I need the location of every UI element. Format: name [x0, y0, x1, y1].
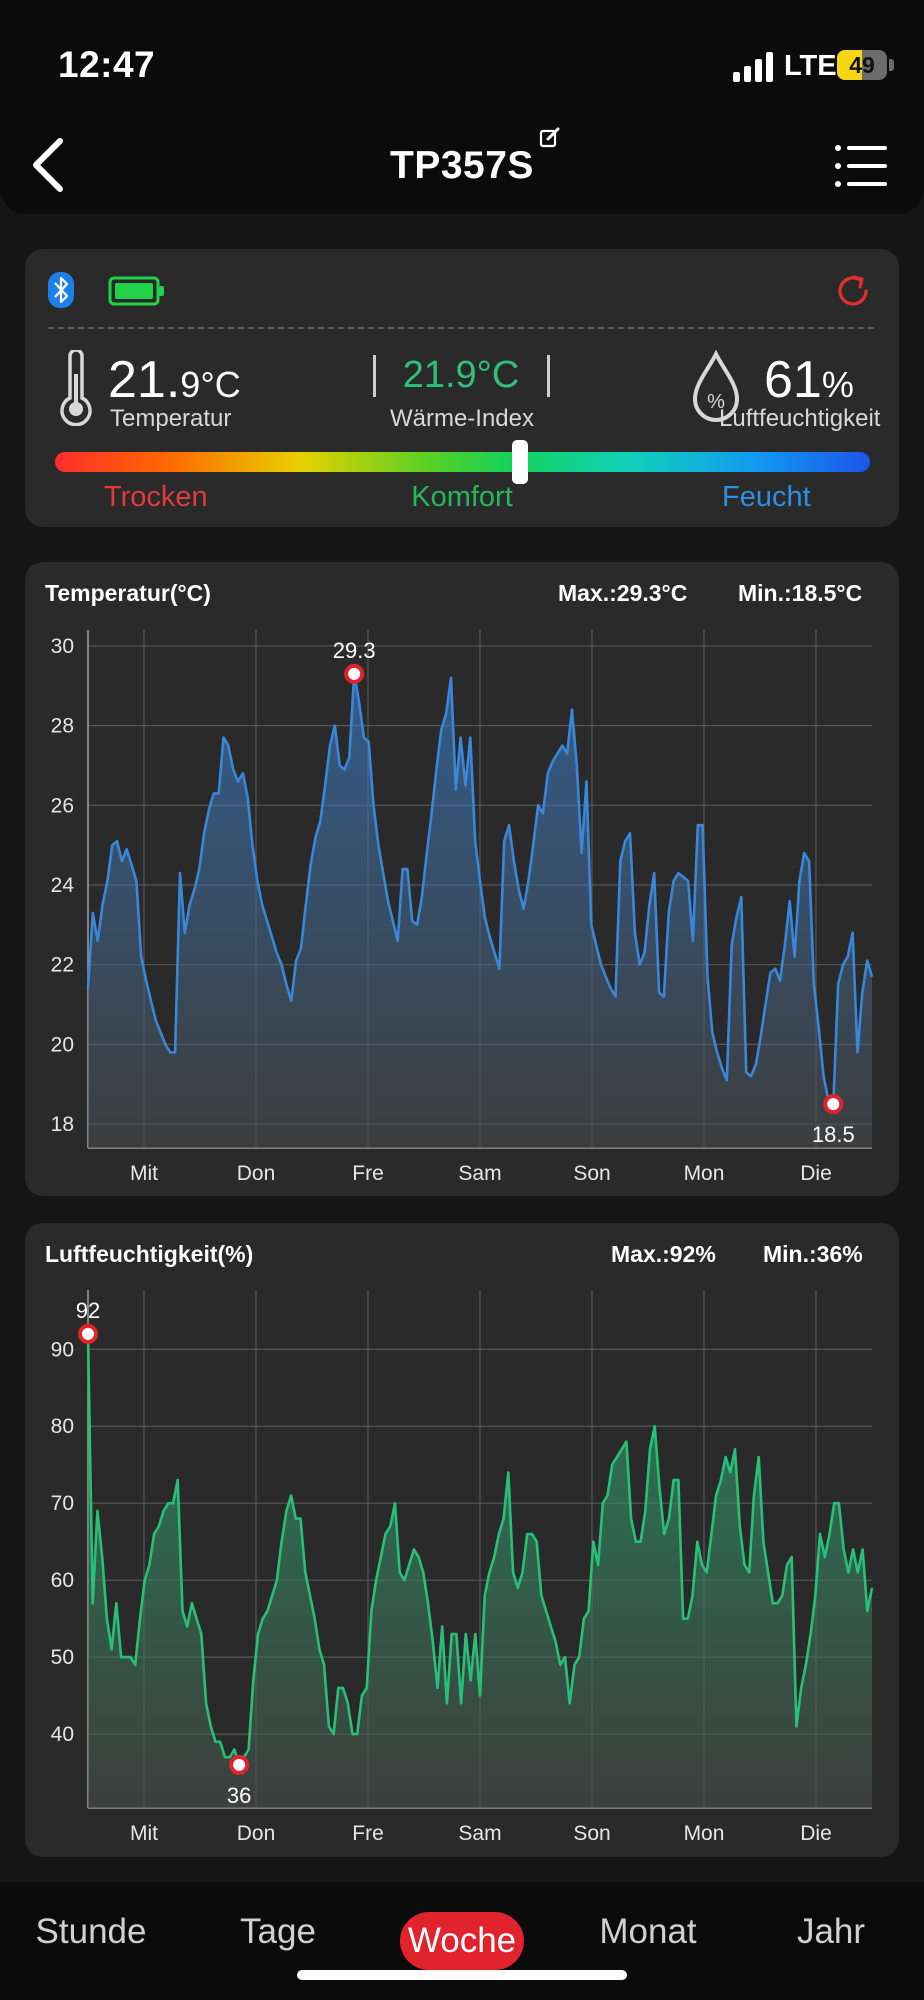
status-time: 12:47 [58, 44, 156, 85]
humidity-min-label: Min.:36% [763, 1241, 863, 1267]
tab-tage[interactable]: Tage [240, 1912, 316, 1951]
page-title[interactable]: TP357S [390, 144, 534, 187]
temperature-max-label: Max.:29.3°C [558, 580, 688, 606]
comfort-scale-knob [511, 440, 528, 484]
tab-woche[interactable]: Woche [400, 1912, 524, 1970]
comfort-scale-bar [55, 452, 870, 472]
summary-divider [48, 327, 874, 329]
temperature-chart-title: Temperatur(°C) [45, 580, 211, 606]
svg-text:%: % [707, 391, 725, 413]
signal-icon [733, 52, 773, 82]
back-icon[interactable] [28, 135, 72, 195]
battery-level: 49 [849, 52, 875, 78]
humidity-max-label: Max.:92% [611, 1241, 716, 1267]
heat-index-label: Wärme-Index [389, 405, 535, 432]
heat-index-bracket-left [373, 355, 376, 397]
heat-index-value: 21.9°C [402, 354, 520, 396]
bluetooth-icon [48, 272, 74, 308]
battery-icon: 49 [837, 50, 895, 80]
humidity-chart-card [25, 1223, 899, 1857]
scale-label-dry: Trocken [104, 481, 208, 513]
tab-monat[interactable]: Monat [599, 1912, 697, 1951]
temperature-min-label: Min.:18.5°C [738, 580, 863, 606]
humidity-drop-icon: % [692, 350, 740, 422]
refresh-icon[interactable] [833, 271, 873, 311]
edit-icon[interactable] [539, 126, 561, 148]
menu-icon[interactable] [834, 144, 888, 188]
scale-label-comfort: Komfort [411, 481, 513, 513]
temperature-value: 21.9°C [108, 351, 241, 409]
home-indicator [297, 1970, 627, 1980]
header-bar [0, 0, 924, 214]
humidity-chart-title: Luftfeuchtigkeit(%) [45, 1241, 254, 1267]
tab-jahr[interactable]: Jahr [796, 1912, 866, 1951]
humidity-value: 61% [764, 351, 854, 409]
network-label: LTE [784, 50, 837, 82]
scale-label-wet: Feucht [722, 481, 811, 513]
temperature-chart-card [25, 562, 899, 1196]
summary-card [25, 249, 899, 527]
heat-index-bracket-right [547, 355, 550, 397]
humidity-label: Luftfeuchtigkeit [719, 405, 881, 432]
device-battery-icon [108, 276, 164, 306]
thermometer-icon [60, 350, 92, 426]
temperature-label: Temperatur [110, 405, 232, 432]
tab-stunde[interactable]: Stunde [35, 1912, 147, 1951]
